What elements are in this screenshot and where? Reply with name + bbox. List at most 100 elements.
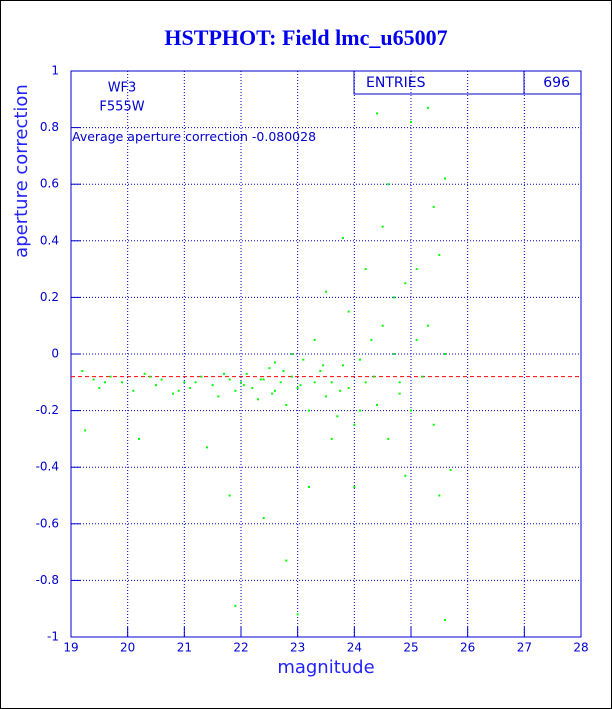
point [240,381,242,384]
mean-value: -0.080028 [252,129,316,144]
point [359,409,361,412]
point [104,381,106,384]
x-tick-label: 25 [403,641,418,655]
point [200,375,203,378]
point [302,358,305,361]
point [376,112,378,115]
point [376,403,378,406]
point [404,282,407,285]
point [313,338,316,341]
point [387,183,390,186]
x-tick-label: 24 [347,641,362,655]
point [410,120,412,123]
y-tick-label: 0.6 [40,177,59,191]
chart-title: HSTPHOT: Field lmc_u65007 [164,25,447,50]
point [322,364,325,367]
point [206,446,208,449]
point [393,353,395,355]
point [353,423,356,426]
point [432,423,435,426]
point [444,353,446,355]
point [313,381,316,384]
x-axis-label: magnitude [277,657,374,678]
point [268,367,271,370]
mean-label: Average aperture correction -0.080028 [72,129,316,144]
y-tick-label: 1 [51,64,59,78]
point [155,384,157,387]
point [274,361,276,364]
point [393,296,395,299]
point [438,253,441,256]
point [415,268,418,271]
point [330,437,333,440]
point [183,381,186,384]
point [438,494,441,497]
point [381,225,384,228]
x-tick-label: 19 [63,641,78,655]
point [325,395,327,398]
point [427,106,429,109]
point [319,369,322,372]
point [234,389,237,392]
point [449,469,452,472]
y-tick-label: 0 [51,347,59,361]
point [177,389,180,392]
annotation: F555W [99,100,144,115]
point [251,386,254,389]
point [421,375,424,378]
point [410,409,412,412]
point [387,437,390,440]
point [330,381,333,384]
point [245,372,248,375]
point [342,236,344,239]
point [432,205,435,208]
point [381,324,384,327]
point [373,375,376,378]
point [234,604,237,607]
point [274,389,276,392]
point [296,386,299,389]
point [347,386,350,389]
y-tick-label: -1 [47,630,59,644]
point [299,384,302,387]
y-tick-label: -0.2 [36,403,59,417]
annotation: WF3 [108,81,137,96]
x-tick-label: 20 [120,641,135,655]
point [364,381,367,384]
point [262,378,265,381]
point [308,486,310,489]
point [217,395,220,398]
point [325,290,327,293]
point [398,381,401,384]
point [160,378,163,381]
y-tick-label: 0.2 [40,290,59,304]
y-tick-label: -0.6 [36,516,59,530]
x-tick-label: 22 [233,641,248,655]
point [370,338,373,341]
point [291,353,293,355]
point [262,517,265,520]
point [81,369,84,372]
y-tick-label: -0.8 [36,573,59,587]
y-axis-label: aperture correction [11,84,32,258]
point [242,384,245,387]
x-tick-label: 26 [460,641,475,655]
point [444,619,446,622]
point [342,364,344,367]
point [189,386,191,389]
point [296,613,299,616]
x-tick-label: 21 [177,641,192,655]
point [398,392,401,395]
point [98,386,101,389]
y-tick-label: -0.4 [36,460,59,474]
point [223,372,225,375]
point [211,384,214,387]
point [404,474,407,477]
mean-text: Average aperture correction [72,129,248,144]
point [271,392,274,395]
x-tick-label: 28 [573,641,588,655]
point [172,392,174,395]
point [291,375,293,378]
point [427,324,429,327]
